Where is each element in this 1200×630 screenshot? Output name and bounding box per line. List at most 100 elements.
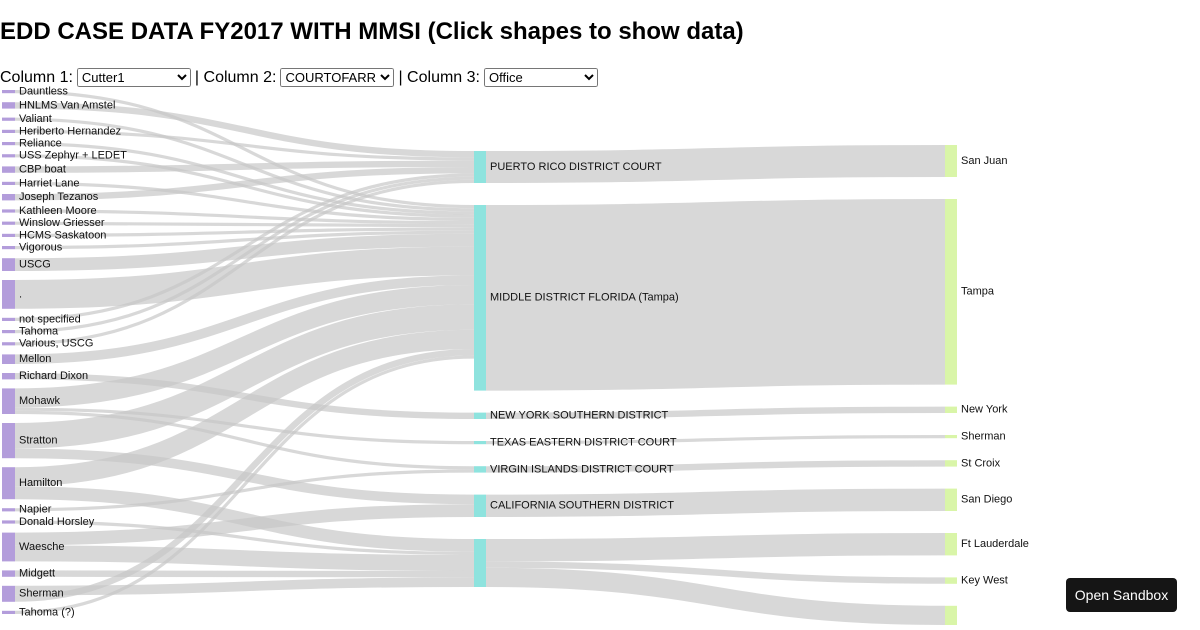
node[interactable]	[2, 102, 15, 109]
node-label: Vigorous	[19, 242, 63, 254]
link[interactable]	[485, 145, 946, 183]
link[interactable]	[14, 142, 475, 215]
node[interactable]	[945, 406, 957, 413]
node[interactable]	[2, 585, 15, 602]
link[interactable]	[14, 129, 475, 161]
link[interactable]	[14, 275, 475, 364]
link[interactable]	[14, 167, 475, 201]
link[interactable]	[14, 173, 475, 321]
link[interactable]	[14, 181, 475, 221]
node[interactable]	[2, 330, 15, 334]
link[interactable]	[14, 233, 475, 271]
link[interactable]	[14, 410, 475, 470]
link[interactable]	[14, 469, 475, 512]
node[interactable]	[2, 388, 15, 414]
node[interactable]	[2, 246, 15, 250]
node[interactable]	[2, 221, 15, 225]
node[interactable]	[474, 205, 486, 391]
node-label: PUERTO RICO DISTRICT COURT	[490, 161, 662, 173]
node[interactable]	[2, 129, 15, 133]
node[interactable]	[474, 539, 486, 587]
column-select[interactable]: COURTOFARR	[280, 68, 395, 87]
link[interactable]	[485, 567, 946, 625]
column-select[interactable]: Cutter1	[76, 68, 191, 87]
link[interactable]	[14, 246, 475, 309]
node-label: St Croix	[961, 457, 1001, 469]
link[interactable]	[14, 545, 475, 571]
node[interactable]	[945, 199, 957, 385]
link[interactable]	[14, 577, 475, 596]
node[interactable]	[2, 194, 15, 201]
link[interactable]	[14, 570, 475, 578]
link[interactable]	[14, 349, 475, 602]
node[interactable]	[474, 151, 486, 183]
link[interactable]	[14, 520, 475, 555]
link[interactable]	[14, 329, 475, 487]
link[interactable]	[14, 221, 475, 228]
link[interactable]	[14, 504, 475, 546]
node-label: San Juan	[961, 155, 1007, 167]
open-sandbox-button[interactable]: Open Sandbox	[1066, 578, 1177, 612]
node[interactable]	[2, 181, 15, 185]
node[interactable]	[2, 209, 15, 213]
link[interactable]	[485, 488, 946, 517]
link[interactable]	[485, 435, 946, 445]
node[interactable]	[2, 423, 15, 459]
node[interactable]	[945, 435, 957, 439]
node[interactable]	[474, 412, 486, 419]
link[interactable]	[485, 199, 946, 391]
link[interactable]	[485, 460, 946, 473]
node-label: Various, USCG	[19, 338, 93, 350]
node[interactable]	[474, 441, 486, 445]
link[interactable]	[14, 373, 475, 419]
node[interactable]	[2, 508, 15, 512]
node[interactable]	[2, 258, 15, 271]
page-title: EDD CASE DATA FY2017 WITH MMSI (Click sh…	[0, 18, 744, 45]
node[interactable]	[945, 605, 957, 625]
node[interactable]	[474, 466, 486, 473]
node[interactable]	[2, 467, 15, 500]
node[interactable]	[2, 317, 15, 321]
node[interactable]	[2, 142, 15, 146]
node[interactable]	[945, 577, 957, 584]
node[interactable]	[945, 145, 957, 177]
link[interactable]	[14, 176, 475, 334]
node[interactable]	[2, 342, 15, 346]
node[interactable]	[2, 117, 15, 121]
link[interactable]	[14, 90, 475, 209]
node[interactable]	[945, 460, 957, 467]
node[interactable]	[474, 494, 486, 517]
link[interactable]	[14, 209, 475, 225]
link[interactable]	[14, 230, 475, 250]
node[interactable]	[2, 520, 15, 524]
node[interactable]	[2, 354, 15, 364]
column-select[interactable]: Office	[483, 68, 598, 87]
node[interactable]	[2, 570, 15, 577]
link[interactable]	[14, 285, 475, 408]
link[interactable]	[14, 179, 475, 346]
node[interactable]	[2, 532, 15, 562]
link[interactable]	[485, 406, 946, 419]
link[interactable]	[14, 102, 475, 158]
node-label: Hamilton	[19, 477, 62, 489]
node[interactable]	[2, 280, 15, 309]
link[interactable]	[14, 407, 475, 445]
node-label: Sherman	[19, 588, 64, 600]
node[interactable]	[945, 488, 957, 511]
node[interactable]	[945, 533, 957, 556]
link[interactable]	[14, 160, 475, 173]
node[interactable]	[2, 610, 15, 614]
link[interactable]	[485, 561, 946, 584]
node[interactable]	[2, 154, 15, 158]
node-label: Key West	[961, 575, 1008, 587]
link[interactable]	[14, 227, 475, 237]
node[interactable]	[2, 166, 15, 173]
link[interactable]	[485, 533, 946, 562]
node[interactable]	[2, 233, 15, 237]
node-label: Waesche	[19, 541, 64, 553]
node-label: NEW YORK SOUTHERN DISTRICT	[490, 410, 669, 422]
node[interactable]	[2, 90, 15, 94]
node[interactable]	[2, 373, 15, 380]
link[interactable]	[14, 304, 475, 449]
link[interactable]	[14, 355, 475, 614]
